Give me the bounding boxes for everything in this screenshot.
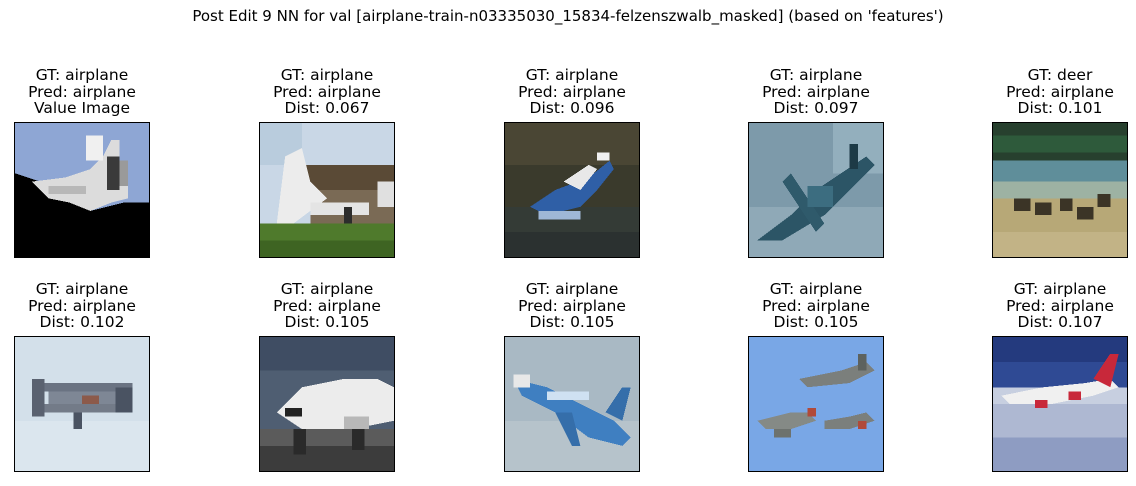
neighbor-panel: GT: airplane Pred: airplane Dist: 0.105 xyxy=(259,281,395,472)
figure-title: Post Edit 9 NN for val [airplane-train-n… xyxy=(192,7,944,25)
pred-label: Pred: airplane xyxy=(273,82,381,101)
neighbor-panel: GT: airplane Pred: airplane Dist: 0.102 xyxy=(14,281,150,472)
neighbor-panel: GT: airplane Pred: airplane Dist: 0.067 xyxy=(259,67,395,258)
info-label: Dist: 0.107 xyxy=(1017,313,1103,331)
neighbor-image xyxy=(992,122,1128,258)
info-label: Dist: 0.102 xyxy=(39,313,125,331)
info-label: Dist: 0.105 xyxy=(284,313,370,331)
panel-caption: GT: airplane Pred: airplane Value Image xyxy=(0,67,182,117)
info-label: Dist: 0.101 xyxy=(1017,99,1103,117)
neighbor-image xyxy=(748,336,884,472)
neighbor-panel: GT: airplane Pred: airplane Value Image xyxy=(14,67,150,258)
neighbor-image xyxy=(748,122,884,258)
panel-caption: GT: airplane Pred: airplane Dist: 0.105 xyxy=(227,281,427,331)
panel-caption: GT: airplane Pred: airplane Dist: 0.107 xyxy=(960,281,1136,331)
gt-label: GT: airplane xyxy=(280,280,374,298)
pred-label: Pred: airplane xyxy=(518,82,626,101)
pred-label: Pred: airplane xyxy=(273,296,381,315)
info-label: Dist: 0.105 xyxy=(529,313,615,331)
neighbor-panel: GT: airplane Pred: airplane Dist: 0.105 xyxy=(504,281,640,472)
gt-label: GT: airplane xyxy=(769,66,863,84)
pred-label: Pred: airplane xyxy=(28,82,136,101)
gt-label: GT: airplane xyxy=(35,66,129,84)
neighbor-panel: GT: airplane Pred: airplane Dist: 0.107 xyxy=(992,281,1128,472)
neighbor-image xyxy=(14,336,150,472)
gt-label: GT: airplane xyxy=(1013,280,1107,298)
pred-label: Pred: airplane xyxy=(1006,296,1114,315)
query-image xyxy=(14,122,150,258)
panel-caption: GT: airplane Pred: airplane Dist: 0.097 xyxy=(716,67,916,117)
neighbor-image xyxy=(259,336,395,472)
panel-caption: GT: airplane Pred: airplane Dist: 0.067 xyxy=(227,67,427,117)
gt-label: GT: airplane xyxy=(280,66,374,84)
panel-caption: GT: airplane Pred: airplane Dist: 0.105 xyxy=(472,281,672,331)
gt-label: GT: airplane xyxy=(525,66,619,84)
panel-caption: GT: airplane Pred: airplane Dist: 0.102 xyxy=(0,281,182,331)
pred-label: Pred: airplane xyxy=(762,296,870,315)
gt-label: GT: deer xyxy=(1027,66,1093,84)
neighbor-panel: GT: airplane Pred: airplane Dist: 0.096 xyxy=(504,67,640,258)
neighbor-panel: GT: airplane Pred: airplane Dist: 0.105 xyxy=(748,281,884,472)
gt-label: GT: airplane xyxy=(525,280,619,298)
pred-label: Pred: airplane xyxy=(28,296,136,315)
neighbor-panel: GT: deer Pred: airplane Dist: 0.101 xyxy=(992,67,1128,258)
info-label: Dist: 0.097 xyxy=(773,99,859,117)
pred-label: Pred: airplane xyxy=(1006,82,1114,101)
neighbor-image xyxy=(259,122,395,258)
gt-label: GT: airplane xyxy=(35,280,129,298)
neighbor-image xyxy=(504,122,640,258)
neighbor-image xyxy=(504,336,640,472)
info-label: Dist: 0.105 xyxy=(773,313,859,331)
panel-caption: GT: airplane Pred: airplane Dist: 0.105 xyxy=(716,281,916,331)
pred-label: Pred: airplane xyxy=(762,82,870,101)
panel-caption: GT: deer Pred: airplane Dist: 0.101 xyxy=(960,67,1136,117)
info-label: Dist: 0.096 xyxy=(529,99,615,117)
gt-label: GT: airplane xyxy=(769,280,863,298)
pred-label: Pred: airplane xyxy=(518,296,626,315)
info-label: Value Image xyxy=(33,99,131,117)
neighbor-panel: GT: airplane Pred: airplane Dist: 0.097 xyxy=(748,67,884,258)
info-label: Dist: 0.067 xyxy=(284,99,370,117)
neighbor-image xyxy=(992,336,1128,472)
panel-caption: GT: airplane Pred: airplane Dist: 0.096 xyxy=(472,67,672,117)
